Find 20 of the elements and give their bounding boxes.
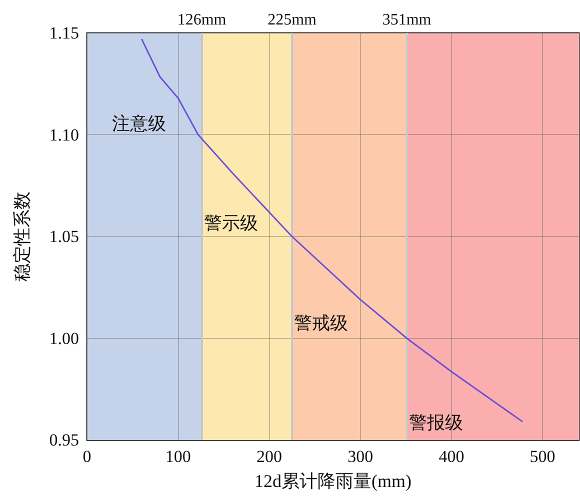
- x-axis-title: 12d累计降雨量(mm): [254, 471, 412, 491]
- y-axis-title: 稳定性系数: [12, 192, 32, 282]
- x-tick-label: 200: [256, 447, 282, 466]
- band-label: 警报级: [408, 412, 463, 433]
- y-tick-label: 1.05: [49, 227, 79, 246]
- ref-line-label: 126mm: [177, 12, 227, 28]
- y-tick-label: 0.95: [49, 430, 79, 450]
- band-label: 警戒级: [294, 312, 348, 333]
- x-tick-label: 500: [530, 447, 556, 466]
- y-tick-label: 1.10: [49, 125, 79, 144]
- ref-line-label: 351mm: [382, 12, 432, 28]
- y-tick-label: 1.15: [49, 24, 79, 42]
- y-tick-label: 1.00: [49, 328, 79, 348]
- x-tick-label: 100: [165, 447, 191, 466]
- x-tick-label: 0: [82, 447, 92, 466]
- x-tick-label: 300: [348, 447, 374, 466]
- band-label: 注意级: [112, 113, 166, 134]
- ref-line-label: 225mm: [268, 12, 317, 28]
- band-label: 警示级: [204, 213, 258, 234]
- x-tick-label: 400: [438, 447, 464, 466]
